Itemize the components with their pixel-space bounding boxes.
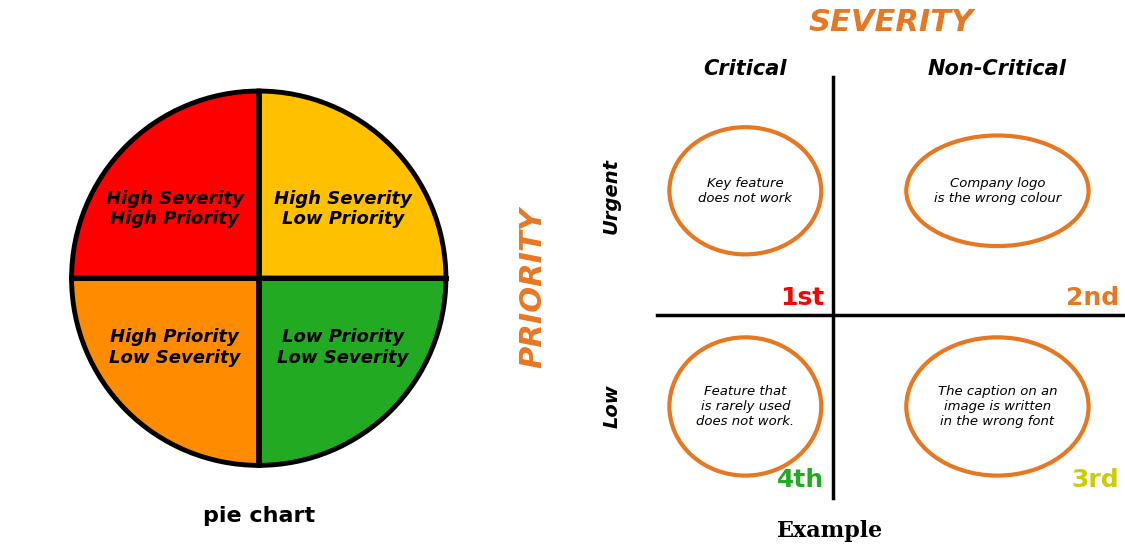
Ellipse shape (907, 337, 1089, 476)
Text: Low Priority
Low Severity: Low Priority Low Severity (277, 328, 408, 367)
Text: High Priority
Low Severity: High Priority Low Severity (109, 328, 241, 367)
Ellipse shape (669, 127, 821, 254)
Text: SEVERITY: SEVERITY (809, 8, 973, 36)
Text: PRIORITY: PRIORITY (519, 207, 547, 368)
Wedge shape (72, 278, 259, 466)
Text: 3rd: 3rd (1071, 468, 1119, 492)
Text: pie chart: pie chart (202, 506, 315, 526)
Wedge shape (72, 91, 259, 278)
Text: 1st: 1st (780, 286, 825, 310)
Text: 4th: 4th (777, 468, 825, 492)
Text: Feature that
is rarely used
does not work.: Feature that is rarely used does not wor… (696, 385, 794, 428)
Text: Low: Low (602, 384, 621, 429)
Text: Company logo
is the wrong colour: Company logo is the wrong colour (934, 177, 1061, 205)
Text: Example: Example (777, 520, 883, 542)
Ellipse shape (669, 337, 821, 476)
Text: High Severity
High Priority: High Severity High Priority (106, 190, 243, 228)
Text: High Severity
Low Priority: High Severity Low Priority (274, 190, 412, 228)
Text: Non-Critical: Non-Critical (928, 59, 1066, 79)
Text: Key feature
does not work: Key feature does not work (699, 177, 792, 205)
Ellipse shape (907, 135, 1089, 246)
Text: 2nd: 2nd (1065, 286, 1119, 310)
Wedge shape (259, 91, 446, 278)
Text: Urgent: Urgent (602, 158, 621, 234)
Text: Critical: Critical (703, 59, 788, 79)
Text: The caption on an
image is written
in the wrong font: The caption on an image is written in th… (937, 385, 1058, 428)
Wedge shape (259, 278, 446, 466)
